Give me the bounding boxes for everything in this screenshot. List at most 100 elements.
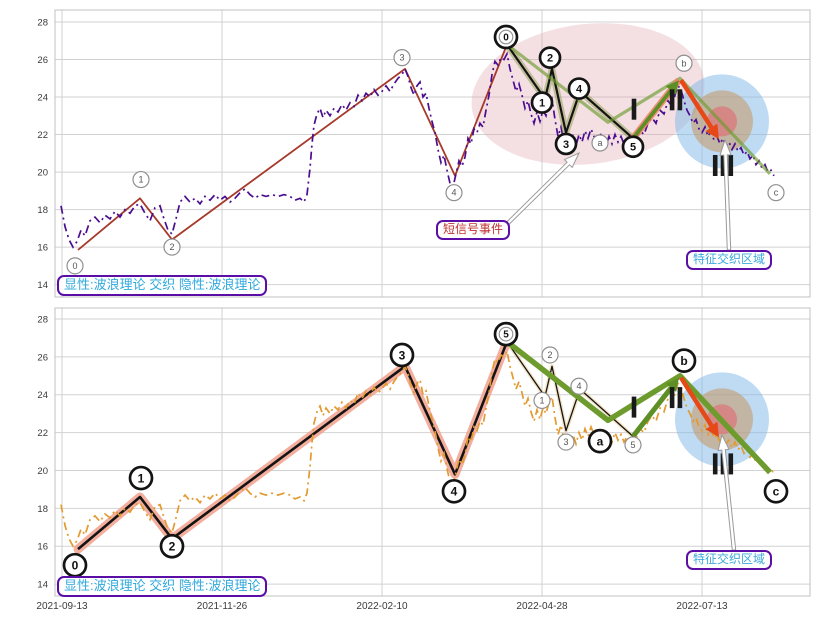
wave-marker-light-text: b [681,58,686,68]
wave-marker-bold-1 [128,465,154,491]
panel-border [54,307,811,597]
roman-numeral-3-bar [712,453,718,475]
wave-marker-light-c [767,184,785,202]
callout-arrow [717,433,737,551]
wave-marker-bold-text: 3 [563,139,569,151]
peak-marker-outer [493,321,519,347]
wave-marker-light-1 [132,170,150,189]
wave-marker-light-4 [445,184,463,202]
red-down-arrow [679,376,714,427]
signal-event-label: 短信号事件 [436,220,511,240]
roman-numeral-3-bar [728,155,734,176]
price-line-explicit [60,51,775,249]
x-tick-label: 2021-11-26 [197,601,248,612]
wave-marker-light-text: 1 [539,395,544,405]
wave-marker-bold-text: 5 [630,142,636,154]
y-tick-label: 18 [37,205,48,216]
wave-marker-light-text: 0 [72,261,77,271]
panel-explicit: 28 26 24 22 20 18 16 14 0 1 2 3 4 a b c 1 2 3 4 5 0 [37,9,811,298]
red-down-arrow [679,78,714,129]
y-tick-label: 16 [37,542,48,553]
price-line-implicit [60,348,775,548]
feature-zone-label-bottom: 特征交织区域 [686,550,773,570]
wave-marker-bold-a [587,428,613,454]
wave-marker-bold-text: 1 [539,98,545,110]
green-up-arrow-head [665,80,679,95]
abc-wave-line [506,43,772,175]
wave-marker-bold-3 [389,342,415,368]
wave-marker-light-text: 1 [138,175,143,185]
y-tick-label: 22 [37,428,48,439]
y-tick-label: 28 [37,315,48,326]
feature-zone-label-top: 特征交织区域 [686,250,773,270]
roman-numeral-2-bar [677,387,683,409]
y-tick-label: 14 [37,580,48,591]
wave-marker-bold-text: 4 [576,84,583,96]
wave-marker-light-0 [66,257,84,275]
roman-numeral-3-bar [712,155,718,176]
wave-marker-light-text: 3 [563,437,568,447]
wave-marker-bold-text: 3 [399,348,406,362]
y-tick-label: 14 [37,280,48,291]
wave-marker-bold-text: c [773,485,780,499]
y-tick-label: 28 [37,18,48,29]
peak-marker-inner [498,326,514,342]
wave-marker-light-text: 3 [399,53,404,63]
wave-marker-bold-3 [554,132,578,156]
roman-numeral-2-bar [677,89,683,111]
wave-marker-light-text: 5 [630,440,635,450]
sub-wave-line [506,43,634,140]
sub-wave-line [506,341,634,437]
peak-marker-text: 5 [503,330,509,341]
wave-marker-light-2 [163,238,181,256]
wave-marker-bold-1 [530,91,554,115]
y-tick-label: 18 [37,504,48,515]
wave-marker-bold-4 [567,77,591,100]
wave-marker-light-b [675,54,693,72]
x-tick-label: 2021-09-13 [36,601,88,612]
green-up-arrow [631,386,673,438]
y-tick-label: 24 [37,93,48,104]
y-tick-label: 24 [37,390,48,401]
x-tick-label: 2022-04-28 [516,601,568,612]
legend-box-top: 显性:波浪理论 交织 隐性:波浪理论 [57,275,268,296]
explicit-wave-line [77,44,508,251]
roman-numeral-3-bar [720,155,726,176]
roman-numeral-2-bar [669,89,675,111]
wave-marker-light-3 [557,433,575,451]
roman-numeral-1-bar [631,396,637,418]
wave-marker-bold-c [763,478,789,504]
wave-marker-bold-text: 1 [138,471,145,485]
red-down-arrow-head [705,123,719,140]
x-tick-label: 2022-07-13 [676,601,728,612]
wave-marker-bold-text: 2 [547,53,553,65]
wave-marker-light-3 [393,49,411,67]
peak-marker-inner [498,29,514,45]
wave-marker-light-text: 2 [169,242,174,252]
wave-marker-light-text: 2 [547,350,552,360]
wave-marker-light-4 [570,377,588,395]
wave-marker-light-5 [624,436,642,454]
wave-marker-light-text: 4 [451,188,456,198]
y-tick-label: 20 [37,466,48,477]
wave-marker-bold-2 [159,533,185,559]
peak-marker-outer [493,24,519,50]
wave-marker-light-text: a [597,138,602,148]
wave-marker-bold-2 [538,46,562,69]
wave-marker-bold-text: 2 [169,540,176,554]
panel-border [54,9,811,298]
x-tick-label: 2022-02-10 [356,601,408,612]
wave-marker-bold-b [671,348,697,374]
wave-marker-light-2 [541,346,559,364]
wave-marker-light-1 [533,391,551,410]
y-tick-label: 22 [37,130,48,141]
wave-marker-bold-text: 4 [451,485,458,499]
roman-numeral-2-bar [669,387,675,409]
wave-marker-bold-5 [621,135,645,159]
peak-marker-text: 0 [503,33,509,44]
green-up-arrow [631,89,673,140]
wave-marker-light-a [591,134,609,152]
